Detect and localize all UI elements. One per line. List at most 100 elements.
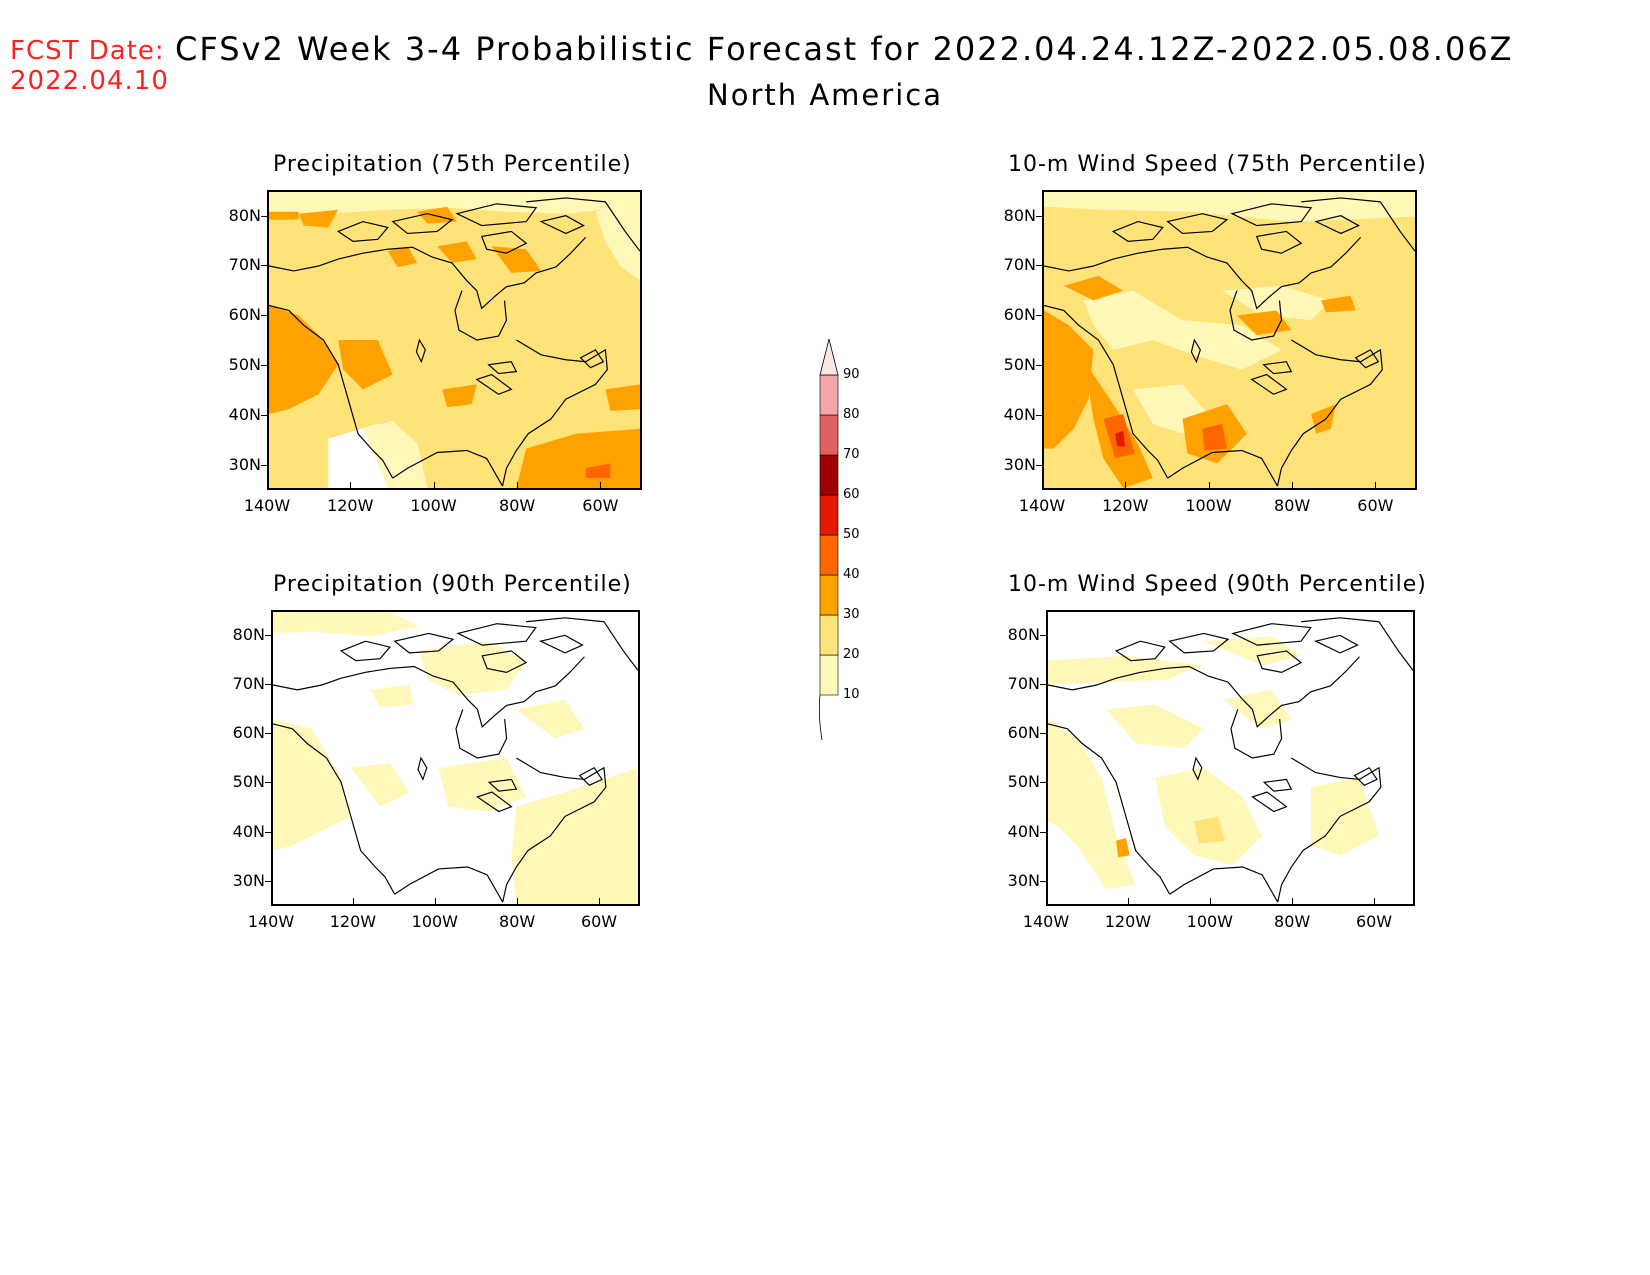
shade-10 — [269, 192, 640, 216]
panel-title-precip90: Precipitation (90th Percentile) — [273, 572, 632, 597]
coast-segment — [273, 723, 396, 895]
coast-segment — [392, 449, 503, 487]
coast-segment — [455, 709, 508, 759]
coast-segment — [1166, 213, 1229, 235]
shade-20 — [1194, 816, 1226, 844]
colorbar-segment — [819, 454, 839, 496]
colorbar-label: 60 — [843, 487, 860, 502]
lat-tick — [261, 265, 269, 266]
panel-title-precip75: Precipitation (75th Percentile) — [273, 152, 632, 177]
lat-tick-label: 60N — [228, 304, 261, 324]
shade-10 — [1222, 285, 1331, 321]
shade-10 — [438, 758, 527, 812]
lon-tick — [599, 898, 601, 906]
coast-segment — [393, 632, 455, 654]
shade-30 — [605, 384, 640, 412]
lat-tick — [1040, 782, 1048, 784]
coast-segment — [1354, 349, 1380, 369]
lon-tick-label: 80W — [499, 912, 536, 931]
coast-segment — [1192, 756, 1203, 781]
shade-10 — [1083, 290, 1282, 370]
coast-segment — [1256, 650, 1303, 673]
coastline — [273, 617, 638, 903]
coast-segment — [526, 617, 638, 671]
coast-segment — [417, 756, 428, 781]
coast-segment — [476, 791, 513, 813]
shade-10 — [273, 612, 419, 637]
lat-tick — [1040, 880, 1048, 882]
coast-segment — [1277, 757, 1382, 903]
shade-10 — [362, 420, 428, 488]
coast-segment — [502, 757, 607, 903]
coast-segment — [481, 650, 528, 673]
lon-tick — [352, 898, 354, 906]
lon-tick-label: 120W — [1102, 496, 1149, 515]
coast-segment — [1250, 373, 1288, 395]
lon-tick — [517, 482, 519, 490]
coast-segment — [454, 290, 508, 341]
coast-segment — [538, 634, 584, 654]
map-precip90 — [271, 610, 640, 906]
coast-segment — [1301, 617, 1413, 671]
lat-tick-label: 30N — [1003, 454, 1036, 474]
lon-tick — [1042, 482, 1043, 490]
lon-tick — [1292, 898, 1294, 906]
map-canvas — [1044, 192, 1415, 488]
lon-tick — [517, 898, 519, 906]
lon-tick — [271, 898, 272, 906]
coast-segment — [456, 623, 537, 646]
coast-segment — [1276, 339, 1383, 487]
coast-segment — [1262, 778, 1293, 792]
lat-tick — [265, 684, 273, 685]
coast-segment — [539, 215, 585, 235]
map-precip75 — [267, 190, 642, 490]
lat-tick — [265, 635, 273, 637]
coast-segment — [1044, 236, 1362, 310]
lat-tick-label: 80N — [228, 205, 261, 225]
lon-tick — [1374, 898, 1376, 906]
shade-30 — [1321, 295, 1356, 313]
forecast-date-label: FCST Date: — [10, 36, 165, 66]
lat-tick — [261, 215, 269, 217]
lon-tick — [267, 482, 268, 490]
coast-segment — [1048, 723, 1171, 895]
lat-tick-label: 40N — [1003, 405, 1036, 424]
coast-segment — [415, 338, 426, 364]
colorbar-label: 90 — [843, 367, 860, 382]
lat-tick — [1036, 215, 1044, 217]
coast-segment — [526, 197, 640, 252]
lat-tick-label: 50N — [1007, 772, 1040, 792]
page-title: CFSv2 Week 3-4 Probabilistic Forecast fo… — [175, 30, 1514, 68]
lat-tick-label: 40N — [232, 822, 265, 841]
lat-tick — [1040, 832, 1048, 833]
coast-segment — [1168, 632, 1230, 654]
colorbar-segment — [819, 338, 839, 376]
shade-10 — [1106, 704, 1204, 749]
lat-tick-label: 40N — [228, 405, 261, 424]
shade-10 — [273, 719, 351, 851]
lon-tick — [1208, 482, 1210, 490]
shade-30 — [1311, 404, 1336, 434]
lat-tick — [1040, 732, 1048, 734]
lat-tick — [261, 314, 269, 316]
map-canvas — [1048, 612, 1413, 904]
lat-tick-label: 30N — [232, 870, 265, 890]
lon-tick — [433, 482, 435, 490]
colorbar — [818, 338, 839, 741]
lon-tick-label: 100W — [1186, 912, 1233, 931]
lat-tick-label: 80N — [1003, 205, 1036, 225]
shade-10 — [1048, 655, 1204, 685]
coast-segment — [1048, 656, 1360, 728]
lon-tick-label: 120W — [1104, 912, 1152, 931]
panel-title-wind90: 10-m Wind Speed (90th Percentile) — [1008, 572, 1427, 597]
lon-tick-label: 60W — [580, 912, 618, 931]
lat-tick — [261, 464, 269, 466]
lon-tick — [1046, 898, 1047, 906]
lat-tick-label: 60N — [1003, 304, 1036, 324]
coast-segment — [1044, 304, 1169, 479]
lon-tick-label: 120W — [327, 496, 374, 515]
colorbar-segment — [819, 574, 839, 616]
colorbar-label: 40 — [843, 567, 860, 582]
lat-tick-label: 50N — [232, 772, 265, 792]
lon-tick-label: 100W — [1185, 496, 1232, 515]
